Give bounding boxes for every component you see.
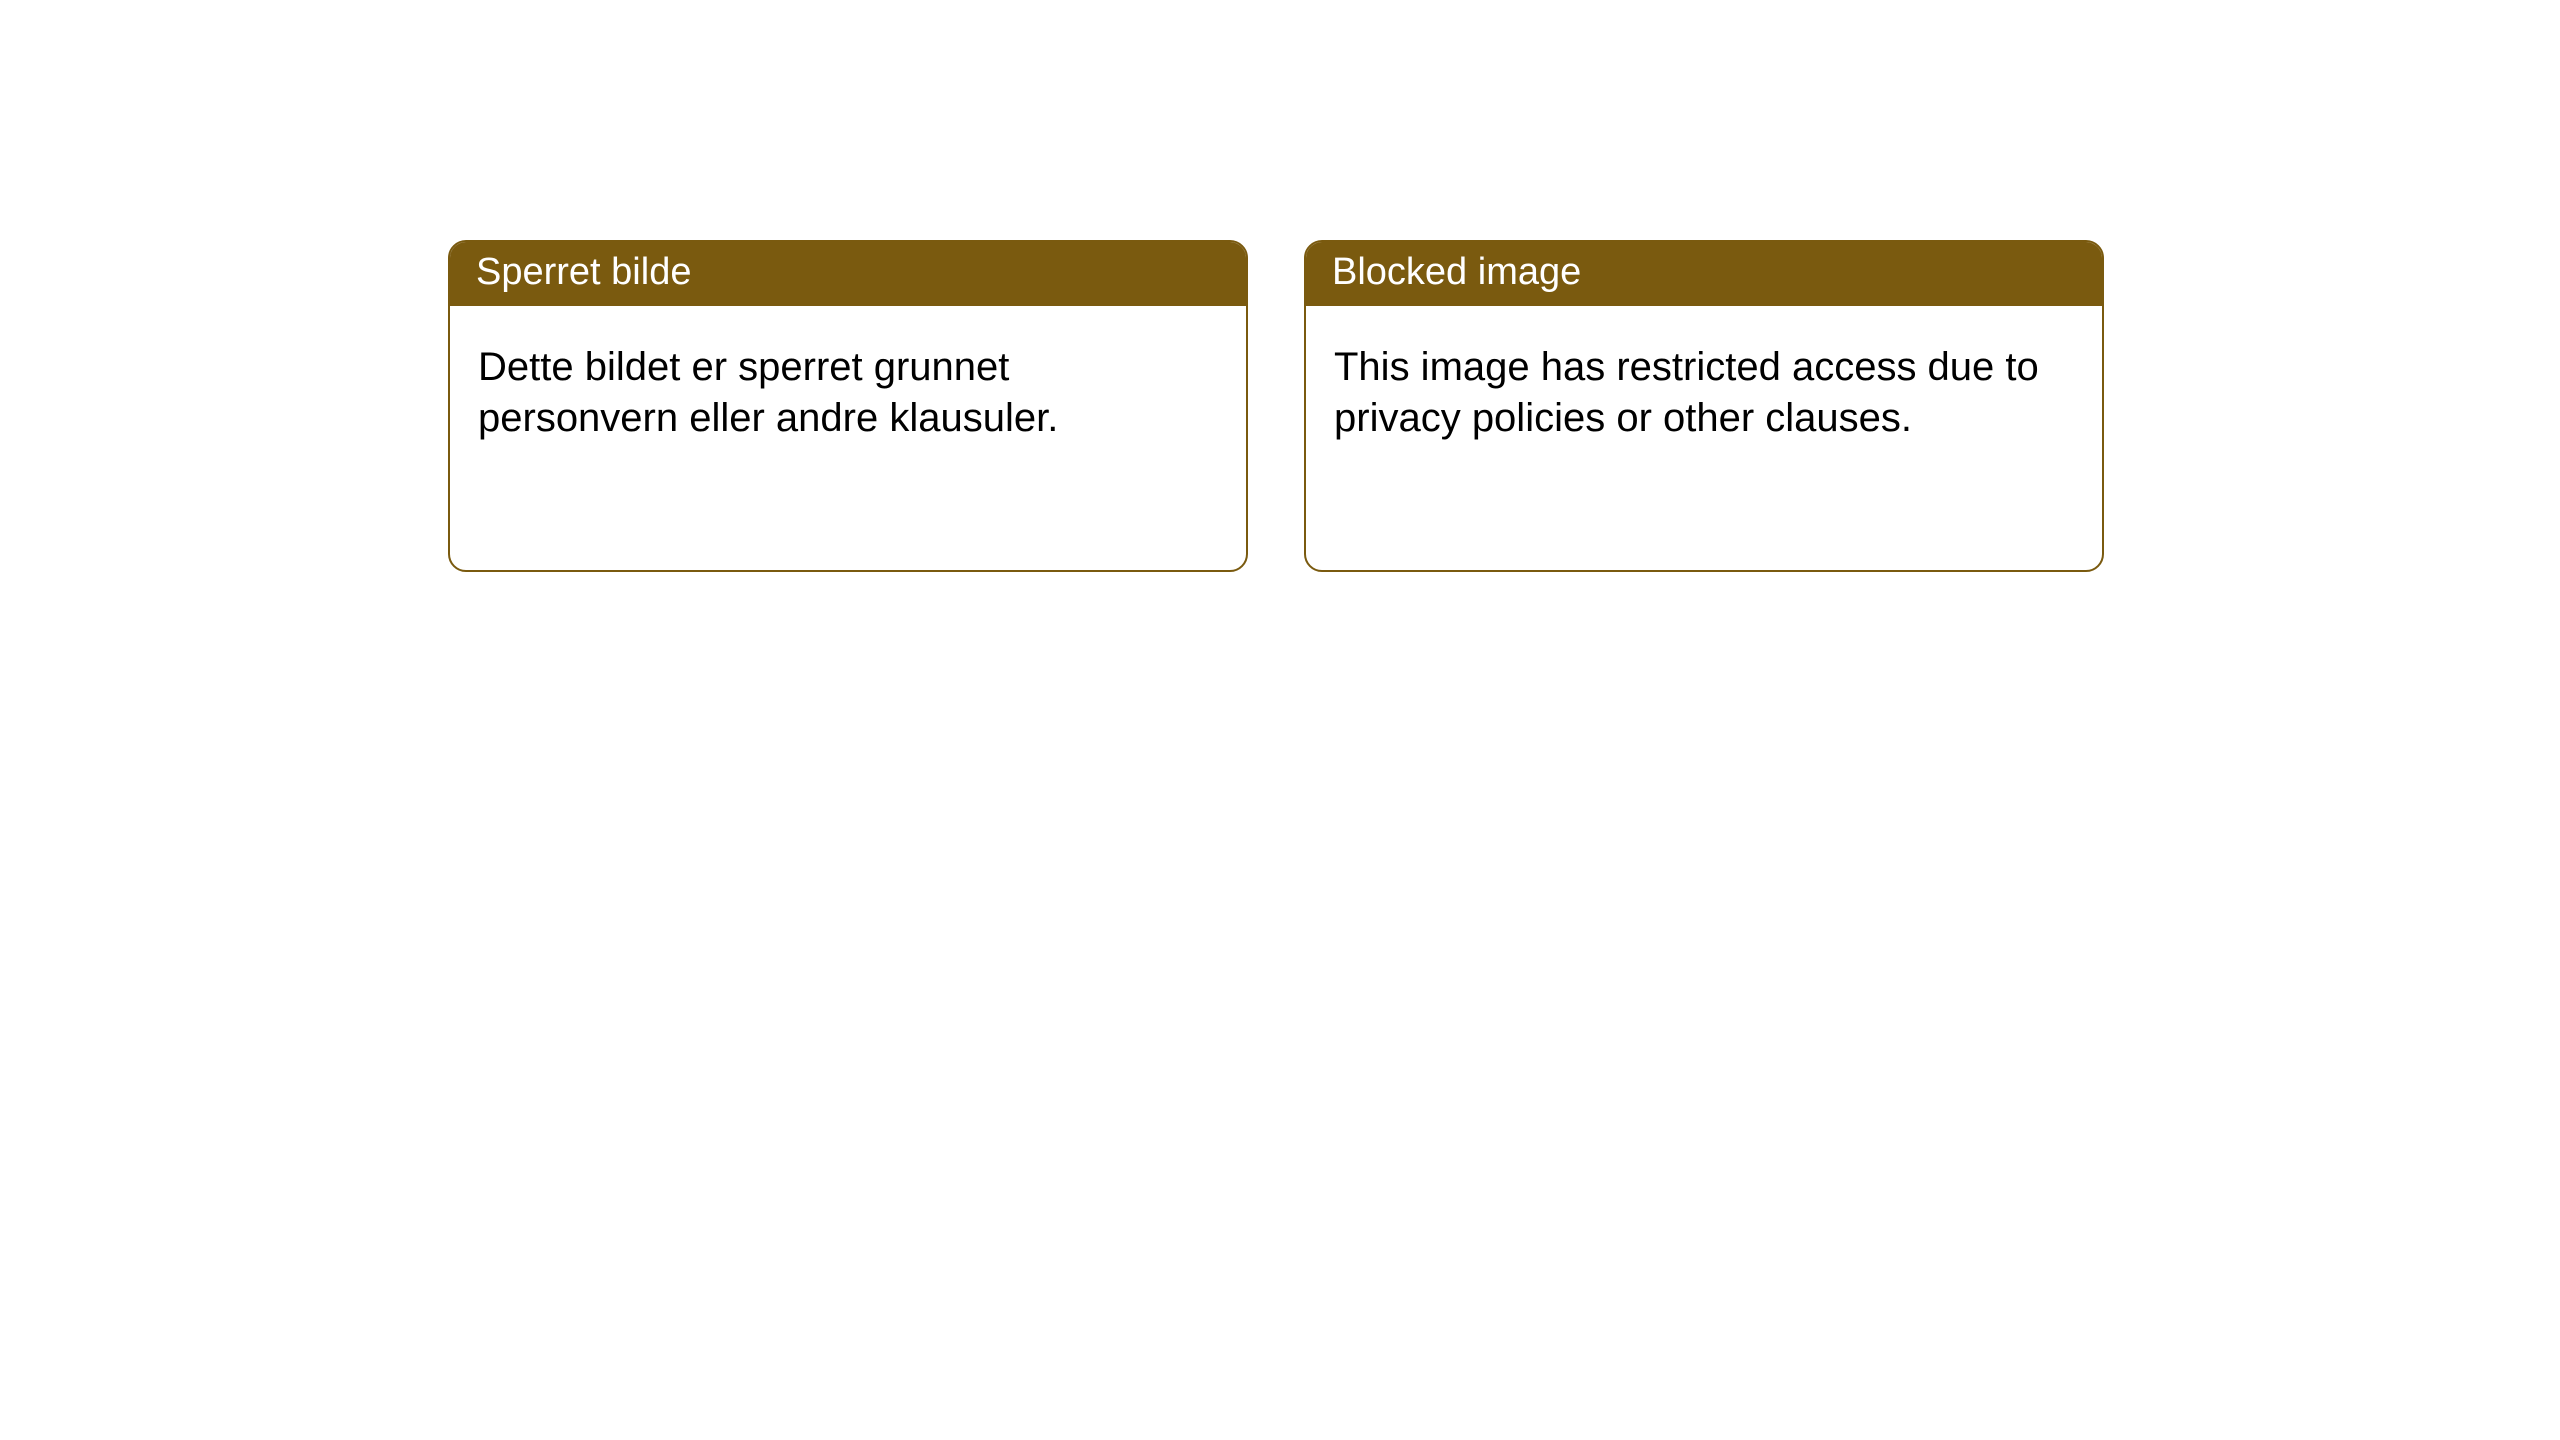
notice-body: This image has restricted access due to … [1306,306,2102,480]
notice-title: Blocked image [1332,251,1581,293]
notice-container: Sperret bilde Dette bildet er sperret gr… [0,0,2560,572]
notice-body: Dette bildet er sperret grunnet personve… [450,306,1246,480]
notice-message: Dette bildet er sperret grunnet personve… [478,345,1058,440]
notice-title: Sperret bilde [476,251,691,293]
notice-card-norwegian: Sperret bilde Dette bildet er sperret gr… [448,240,1248,572]
notice-header: Blocked image [1306,242,2102,306]
notice-card-english: Blocked image This image has restricted … [1304,240,2104,572]
notice-message: This image has restricted access due to … [1334,345,2039,440]
notice-header: Sperret bilde [450,242,1246,306]
